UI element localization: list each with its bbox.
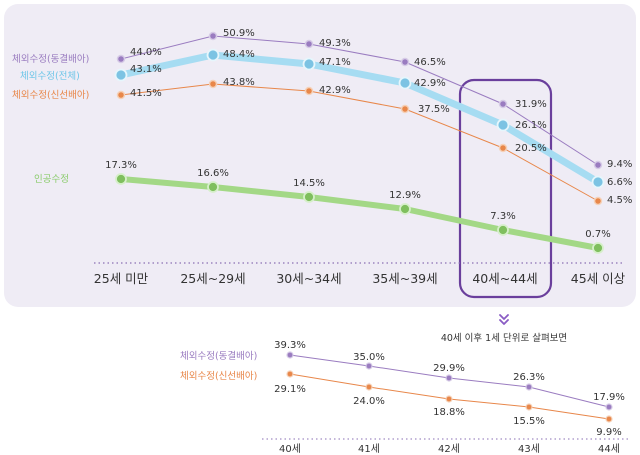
svg-text:50.9%: 50.9%: [223, 28, 255, 39]
series-points-total: [114, 48, 605, 189]
svg-text:45세 이상: 45세 이상: [571, 271, 626, 286]
data-labels-fresh: 41.5% 43.8% 42.9% 37.5% 20.5% 4.5%: [130, 77, 632, 206]
svg-text:43.8%: 43.8%: [223, 77, 255, 88]
svg-text:18.8%: 18.8%: [433, 407, 465, 418]
data-labels-frozen: 44.0% 50.9% 49.3% 46.5% 31.9% 9.4%: [130, 28, 632, 170]
svg-text:46.5%: 46.5%: [414, 57, 446, 68]
double-chevron-down-icon: [499, 314, 509, 325]
svg-text:0.7%: 0.7%: [585, 229, 610, 240]
series-line-iui: [118, 176, 601, 251]
legend-iui: 인공수정: [34, 174, 69, 185]
series-line-total: [117, 51, 602, 186]
svg-text:29.1%: 29.1%: [274, 384, 306, 395]
svg-text:48.4%: 48.4%: [223, 49, 255, 60]
legend-fresh: 체외수정(신선배아): [12, 89, 89, 101]
svg-text:35.0%: 35.0%: [353, 352, 385, 363]
svg-text:41.5%: 41.5%: [130, 88, 162, 99]
svg-text:17.3%: 17.3%: [105, 160, 137, 171]
svg-text:29.9%: 29.9%: [433, 363, 465, 374]
svg-text:17.9%: 17.9%: [593, 392, 625, 403]
svg-text:7.3%: 7.3%: [490, 211, 515, 222]
data-labels-iui: 17.3% 16.6% 14.5% 12.9% 7.3% 0.7%: [105, 160, 611, 240]
main-chart-panel: [4, 4, 636, 307]
svg-text:44.0%: 44.0%: [130, 47, 162, 58]
series-points-fresh: [116, 79, 603, 206]
svg-text:6.6%: 6.6%: [607, 177, 632, 188]
highlight-box-40-44: [458, 78, 553, 299]
svg-text:42.9%: 42.9%: [414, 78, 446, 89]
svg-text:42세: 42세: [438, 443, 460, 455]
svg-text:14.5%: 14.5%: [293, 178, 325, 189]
svg-text:26.1%: 26.1%: [515, 120, 547, 131]
data-labels-total: 43.1% 48.4% 47.1% 42.9% 26.1% 6.6%: [130, 49, 632, 188]
x-axis-labels-bottom: 40세 41세 42세 43세 44세: [279, 443, 620, 455]
x-axis-labels-top: 25세 미만 25세~29세 30세~34세 35세~39세 40세~44세 4…: [94, 271, 626, 286]
legend-frozen: 체외수정(동결배아): [12, 53, 89, 65]
svg-text:16.6%: 16.6%: [197, 168, 229, 179]
svg-text:44세: 44세: [598, 443, 620, 455]
svg-text:42.9%: 42.9%: [319, 85, 351, 96]
svg-text:25세 미만: 25세 미만: [94, 271, 149, 286]
svg-text:12.9%: 12.9%: [389, 190, 421, 201]
svg-text:40세~44세: 40세~44세: [472, 271, 537, 286]
svg-text:39.3%: 39.3%: [274, 340, 306, 351]
svg-text:37.5%: 37.5%: [418, 104, 450, 115]
svg-text:20.5%: 20.5%: [515, 143, 547, 154]
svg-text:43.1%: 43.1%: [130, 64, 162, 75]
series-points-iui: [115, 173, 604, 254]
series-points-fresh-bottom: [286, 370, 613, 423]
svg-text:40세: 40세: [279, 443, 301, 455]
svg-text:49.3%: 49.3%: [319, 38, 351, 49]
series-line-fresh: [120, 83, 599, 202]
svg-text:25세~29세: 25세~29세: [180, 271, 245, 286]
series-line-frozen: [120, 35, 599, 166]
svg-text:31.9%: 31.9%: [515, 99, 547, 110]
data-labels-fresh-bottom: 29.1% 24.0% 18.8% 15.5% 9.9%: [274, 384, 622, 438]
series-points-frozen: [116, 31, 603, 170]
svg-text:4.5%: 4.5%: [607, 195, 632, 206]
svg-text:47.1%: 47.1%: [319, 57, 351, 68]
data-labels-frozen-bottom: 39.3% 35.0% 29.9% 26.3% 17.9%: [274, 340, 625, 403]
svg-text:9.9%: 9.9%: [596, 427, 621, 438]
series-points-frozen-bottom: [286, 351, 613, 411]
legend-fresh-bottom: 체외수정(신선배아): [180, 370, 257, 382]
legend-total: 체외수정(전체): [20, 70, 80, 82]
svg-text:30세~34세: 30세~34세: [276, 271, 341, 286]
legend-frozen-bottom: 체외수정(동결배아): [180, 350, 257, 362]
svg-text:41세: 41세: [358, 443, 380, 455]
svg-text:35세~39세: 35세~39세: [372, 271, 437, 286]
svg-text:15.5%: 15.5%: [513, 416, 545, 427]
svg-text:9.4%: 9.4%: [607, 159, 632, 170]
drilldown-note: 40세 이후 1세 단위로 살펴보면: [441, 332, 567, 344]
svg-text:43세: 43세: [518, 443, 540, 455]
svg-text:24.0%: 24.0%: [353, 396, 385, 407]
svg-text:26.3%: 26.3%: [513, 372, 545, 383]
